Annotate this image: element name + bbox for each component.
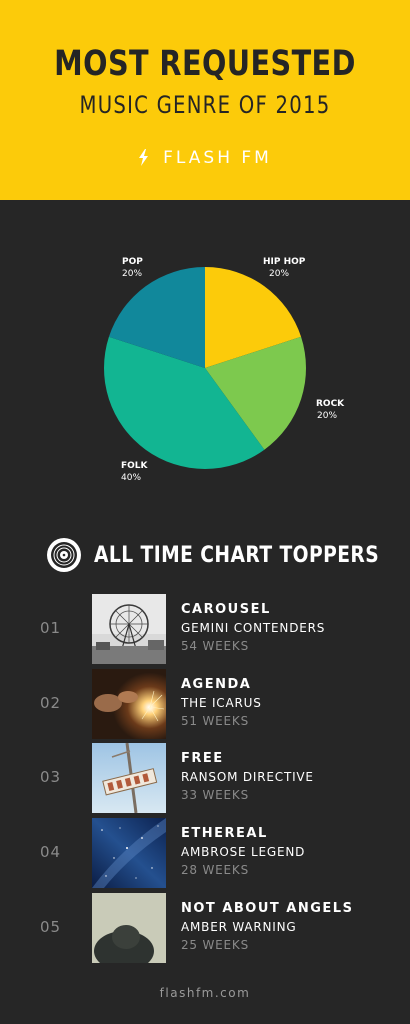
pie-slice-pop bbox=[108, 267, 205, 368]
pie-label-name: HIP HOP bbox=[263, 257, 306, 267]
pie-slice-hip-hop bbox=[205, 267, 302, 368]
rank-number: 03 bbox=[40, 768, 62, 786]
artist-name: GEMINI CONTENDERS bbox=[181, 621, 326, 635]
list-item: 05 NOT ABOUT ANGELS AMBER WARNING 25 WEE… bbox=[0, 893, 410, 965]
list-item: 04 ETHEREAL AMBROSE LEGEND 28 WEEKS bbox=[0, 818, 410, 890]
pie-slice-folk bbox=[104, 336, 265, 469]
weeks-count: 33 WEEKS bbox=[181, 788, 249, 802]
list-item: 01 CAROUSEL GEMINI CONTENDERS 54 WEEKS bbox=[0, 594, 410, 666]
song-title: FREE bbox=[181, 751, 224, 766]
weeks-count: 51 WEEKS bbox=[181, 714, 249, 728]
vinyl-record-icon bbox=[47, 538, 81, 572]
pie-label-name: FOLK bbox=[121, 461, 148, 471]
list-item: 02 AGENDA THE ICARUS 51 WEEKS bbox=[0, 669, 410, 741]
artist-name: RANSOM DIRECTIVE bbox=[181, 770, 314, 784]
album-thumbnail-night-sky bbox=[92, 818, 166, 888]
brand-name: FLASH FM bbox=[163, 148, 272, 168]
list-item: 03 FREE RANSOM DIRECTIVE 33 WEEKS bbox=[0, 743, 410, 815]
pie-label-hip-hop: HIP HOP 20% bbox=[263, 256, 305, 280]
page-subtitle: MUSIC GENRE OF 2015 bbox=[79, 91, 331, 119]
pie-label-rock: ROCK 20% bbox=[316, 398, 344, 422]
weeks-count: 28 WEEKS bbox=[181, 863, 249, 877]
chart-toppers-heading: ALL TIME CHART TOPPERS bbox=[46, 537, 410, 573]
pie-label-percent: 20% bbox=[122, 269, 143, 279]
brand: FLASH FM bbox=[0, 148, 410, 168]
pie-label-pop: POP 20% bbox=[122, 256, 143, 280]
pie-label-percent: 40% bbox=[121, 473, 142, 483]
weeks-count: 25 WEEKS bbox=[181, 938, 249, 952]
lightning-icon bbox=[139, 149, 149, 166]
pie-label-folk: FOLK 40% bbox=[121, 460, 148, 484]
album-thumbnail-sparkler bbox=[92, 669, 166, 739]
pie-label-name: POP bbox=[122, 257, 143, 267]
song-title: AGENDA bbox=[181, 677, 252, 692]
album-thumbnail-sign bbox=[92, 743, 166, 813]
pie-label-percent: 20% bbox=[317, 411, 338, 421]
song-title: ETHEREAL bbox=[181, 826, 268, 841]
artist-name: THE ICARUS bbox=[181, 696, 262, 710]
pie-slice-rock bbox=[205, 336, 306, 450]
weeks-count: 54 WEEKS bbox=[181, 639, 249, 653]
song-title: CAROUSEL bbox=[181, 602, 271, 617]
song-title: NOT ABOUT ANGELS bbox=[181, 901, 354, 916]
artist-name: AMBER WARNING bbox=[181, 920, 297, 934]
rank-number: 01 bbox=[40, 619, 62, 637]
section-title: ALL TIME CHART TOPPERS bbox=[94, 542, 380, 568]
genre-pie-chart bbox=[104, 267, 306, 469]
footer-link[interactable]: flashfm.com bbox=[159, 986, 251, 1000]
page-title: MOST REQUESTED bbox=[54, 44, 356, 84]
album-thumbnail-ferris-wheel bbox=[92, 594, 166, 664]
rank-number: 05 bbox=[40, 918, 62, 936]
rank-number: 04 bbox=[40, 843, 62, 861]
rank-number: 02 bbox=[40, 694, 62, 712]
artist-name: AMBROSE LEGEND bbox=[181, 845, 306, 859]
pie-label-name: ROCK bbox=[316, 399, 345, 409]
pie-label-percent: 20% bbox=[269, 269, 290, 279]
header-banner: MOST REQUESTED MUSIC GENRE OF 2015 FLASH… bbox=[0, 0, 410, 200]
album-thumbnail-portrait bbox=[92, 893, 166, 963]
